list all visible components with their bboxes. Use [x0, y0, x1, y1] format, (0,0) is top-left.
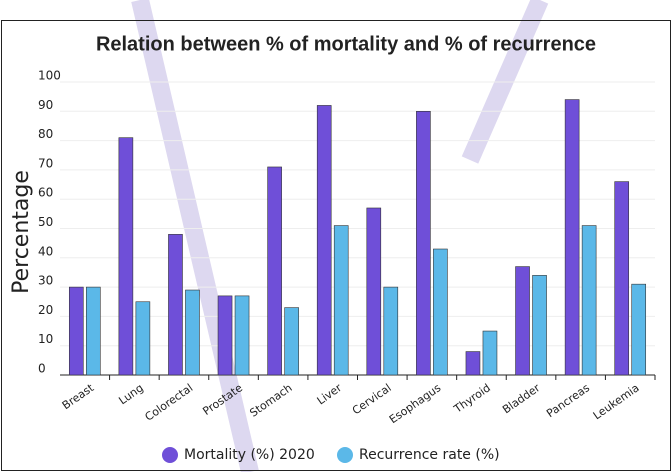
y-tick-label: 0	[38, 362, 46, 376]
bar	[366, 207, 382, 376]
legend-label: Recurrence rate (%)	[359, 447, 500, 463]
bar	[482, 330, 498, 376]
legend-marker	[162, 447, 178, 463]
y-axis-label: Percentage	[9, 170, 34, 294]
bar	[333, 225, 349, 376]
bar	[118, 137, 134, 376]
bar	[284, 307, 299, 376]
bar	[316, 105, 332, 376]
decoration	[131, 0, 259, 472]
bar	[416, 111, 431, 376]
bar	[234, 295, 250, 376]
bar	[631, 283, 647, 376]
bar	[581, 225, 597, 376]
frame	[1, 20, 671, 471]
y-tick-label: 40	[38, 244, 53, 258]
y-tick-label: 90	[38, 98, 53, 112]
bar	[267, 166, 282, 376]
bar	[532, 275, 547, 376]
bar	[185, 289, 200, 376]
bar	[68, 286, 84, 376]
bar	[614, 181, 630, 376]
y-tick-label: 80	[38, 127, 53, 141]
bar	[465, 351, 481, 376]
decoration	[461, 0, 549, 164]
y-tick-label: 20	[38, 303, 53, 317]
bar	[85, 286, 101, 376]
bar	[433, 248, 448, 376]
bar	[217, 295, 233, 376]
y-tick-label: 70	[38, 156, 53, 170]
bar	[168, 234, 183, 376]
y-tick-label: 50	[38, 215, 53, 229]
y-tick-label: 100	[38, 69, 61, 83]
bar	[383, 286, 399, 376]
legend-label: Mortality (%) 2020	[184, 447, 315, 463]
chart-title: Relation between % of mortality and % of…	[96, 33, 596, 55]
bar	[135, 301, 151, 376]
legend-marker	[337, 447, 353, 463]
y-tick-label: 30	[38, 274, 53, 288]
bar	[564, 99, 580, 376]
y-tick-label: 60	[38, 186, 53, 200]
y-tick-label: 10	[38, 332, 53, 346]
bar	[515, 266, 530, 376]
